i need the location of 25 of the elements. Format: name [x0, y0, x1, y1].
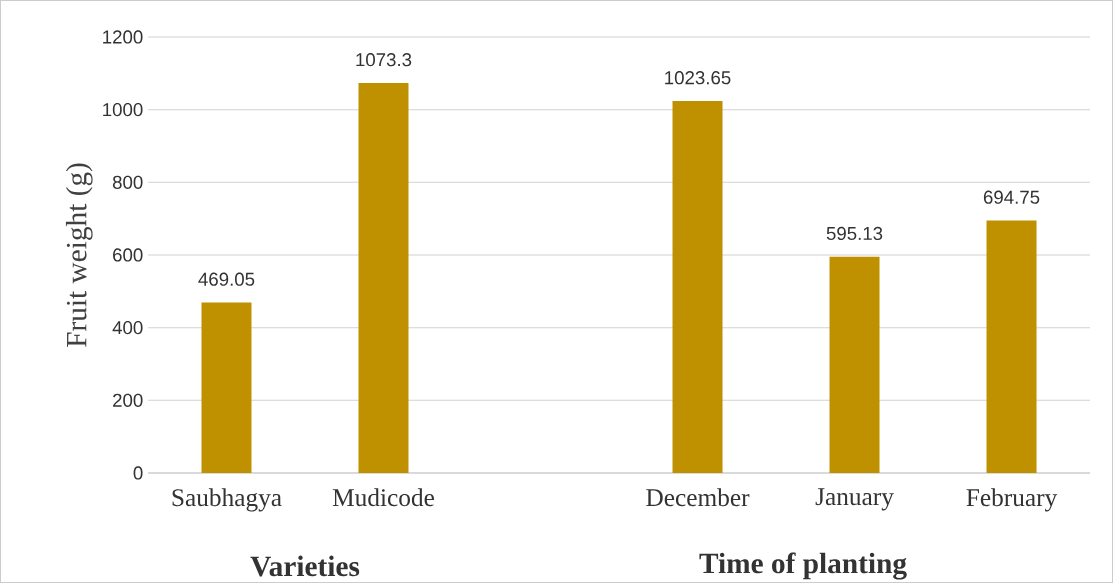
bar [829, 256, 880, 473]
data-label: 1073.3 [356, 53, 412, 67]
x-tick-label: Mudicode [332, 488, 434, 507]
y-axis-title: Fruit weight (g) [65, 163, 93, 348]
y-tick-label: 600 [113, 248, 143, 262]
y-tick-label: 1200 [103, 30, 143, 44]
text: Varieties [250, 555, 360, 577]
x-tick-label: January [815, 488, 894, 511]
data-label: 595.13 [826, 226, 883, 241]
data-label: 1023.65 [665, 71, 731, 85]
y-tick-label: 0 [133, 466, 143, 480]
x-tick-label: February [966, 488, 1058, 512]
y-tick-label: 400 [112, 321, 143, 335]
bar [358, 82, 409, 473]
bar [201, 302, 252, 473]
data-label: 469.05 [198, 272, 255, 286]
x-tick-label: Saubhagya [172, 488, 282, 512]
text: Time of planting [699, 552, 907, 580]
y-tick-label: 1000 [103, 103, 143, 117]
bar [986, 220, 1037, 473]
y-tick-label: 800 [112, 175, 143, 189]
x-tick-label: December [646, 488, 750, 507]
y-tick-label: 200 [113, 393, 143, 407]
bar [672, 101, 723, 473]
data-label: 694.75 [983, 190, 1040, 204]
